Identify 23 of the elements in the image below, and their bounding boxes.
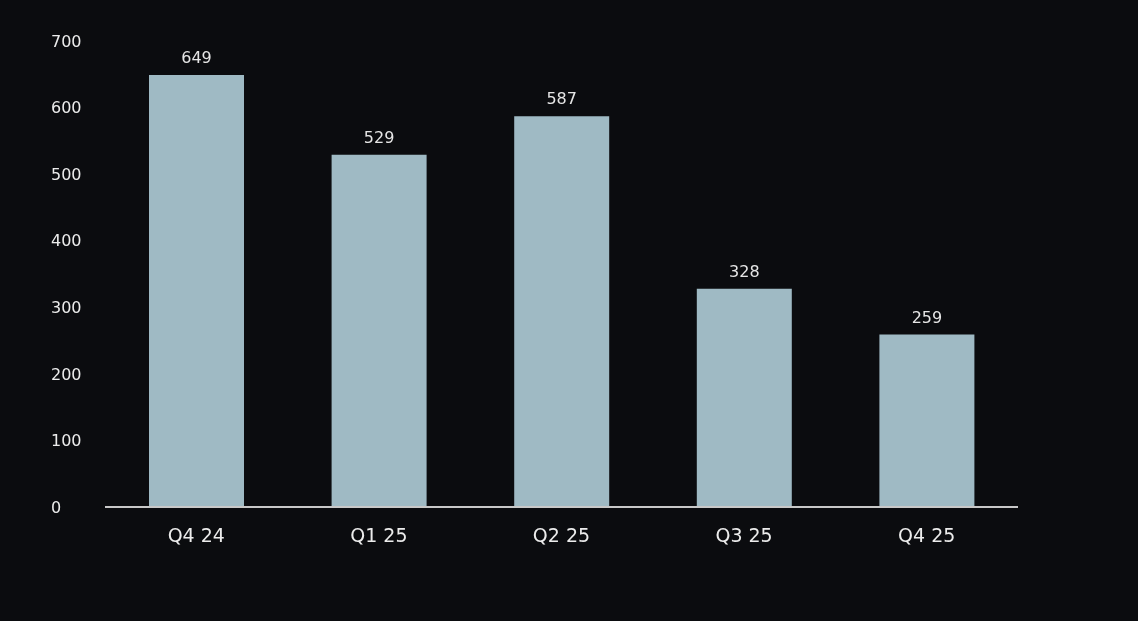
y-tick-label: 500 — [51, 164, 82, 184]
x-tick-label: Q2 25 — [532, 524, 591, 547]
bar — [514, 116, 610, 507]
x-tick-label: Q4 25 — [898, 524, 956, 547]
bar — [879, 334, 975, 507]
y-tick-label: 600 — [51, 98, 82, 118]
x-tick-label: Q3 25 — [715, 524, 773, 547]
y-tick-label: 200 — [51, 364, 82, 384]
data-label: 587 — [546, 89, 577, 109]
bar — [696, 288, 792, 507]
bar — [331, 154, 427, 507]
data-label: 529 — [363, 127, 395, 147]
data-label: 649 — [181, 47, 212, 67]
x-tick-label: Q4 24 — [167, 524, 225, 547]
data-label: 259 — [911, 307, 943, 327]
bar — [149, 74, 244, 507]
y-tick-label: 400 — [51, 231, 82, 251]
y-tick-label: 0 — [51, 497, 62, 517]
x-tick-label: Q1 25 — [350, 524, 408, 547]
y-tick-label: 300 — [51, 297, 82, 317]
y-tick-label: 700 — [51, 31, 82, 51]
data-label: 328 — [729, 261, 760, 281]
y-tick-label: 100 — [51, 431, 82, 451]
